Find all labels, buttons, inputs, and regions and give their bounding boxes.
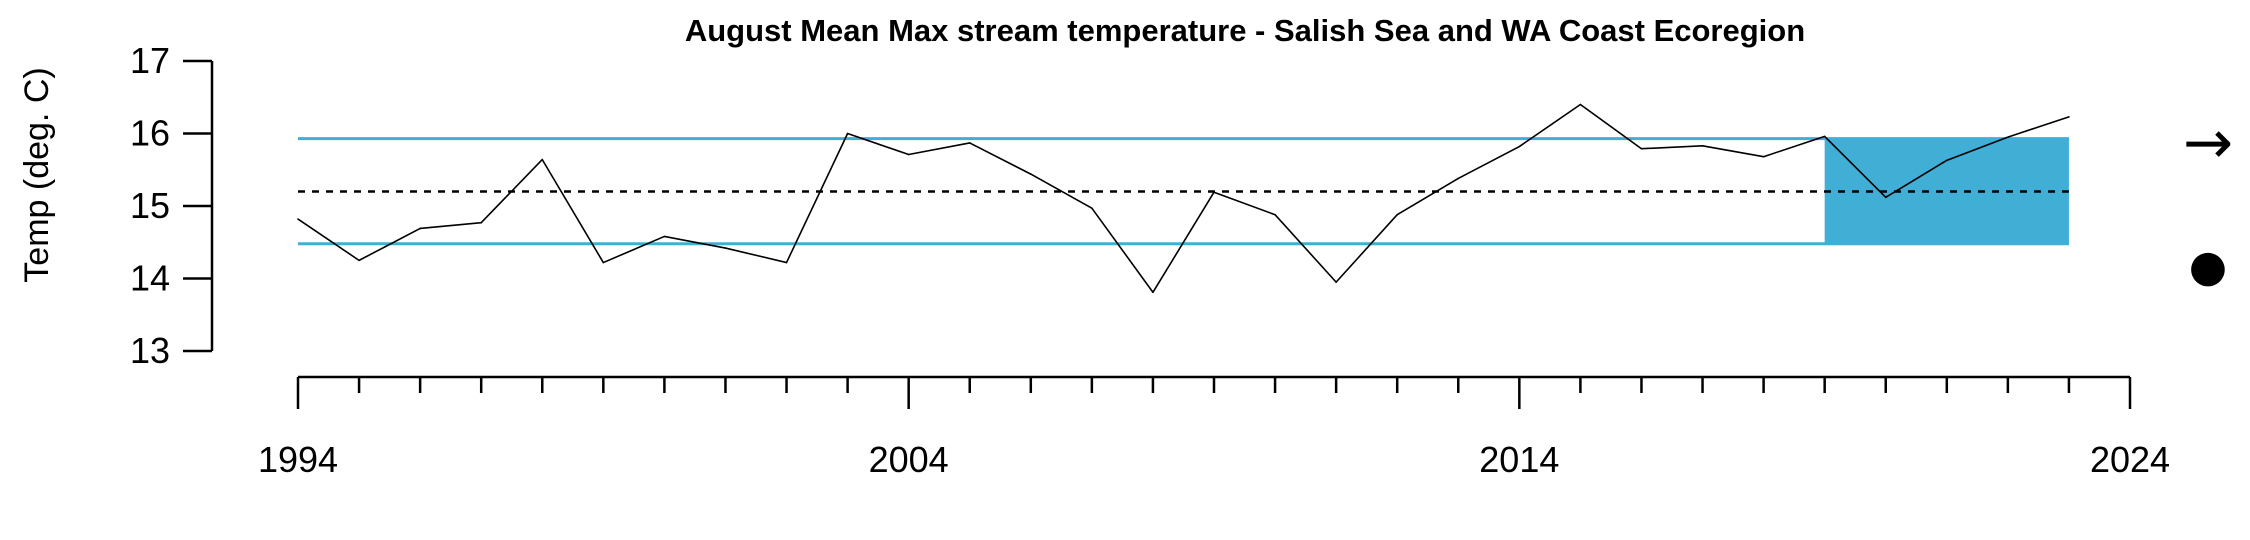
trend-arrow-icon: → bbox=[2183, 108, 2233, 178]
y-axis: 13 14 15 16 17 bbox=[130, 40, 214, 371]
data-point-2022 bbox=[2007, 136, 2009, 138]
x-tick-label-1994: 1994 bbox=[258, 439, 338, 480]
data-point-2018 bbox=[1762, 155, 1765, 158]
series-group bbox=[297, 103, 2070, 294]
y-tick-label-16: 16 bbox=[130, 113, 170, 154]
data-point-1998 bbox=[541, 158, 544, 161]
data-point-2006 bbox=[1030, 173, 1032, 175]
x-axis: 1994 2004 2014 2024 bbox=[258, 375, 2170, 480]
data-point-2002 bbox=[785, 261, 788, 264]
x-tick-label-2024: 2024 bbox=[2090, 439, 2170, 480]
data-point-2007 bbox=[1091, 207, 1093, 209]
reference-lines-group bbox=[298, 137, 2069, 246]
chart-title: August Mean Max stream temperature - Sal… bbox=[685, 13, 1805, 48]
data-point-2001 bbox=[724, 247, 727, 249]
data-point-2009 bbox=[1213, 191, 1215, 194]
data-point-2021 bbox=[1946, 159, 1948, 162]
data-point-2005 bbox=[968, 142, 971, 144]
data-point-2003 bbox=[846, 132, 849, 135]
data-point-1997 bbox=[480, 221, 483, 224]
data-point-2012 bbox=[1396, 213, 1398, 216]
data-point-2017 bbox=[1701, 145, 1704, 147]
data-point-2011 bbox=[1335, 281, 1337, 283]
data-point-2004 bbox=[907, 153, 910, 156]
data-point-1996 bbox=[419, 227, 421, 230]
data-point-1995 bbox=[358, 259, 360, 262]
data-point-2010 bbox=[1274, 213, 1276, 216]
data-point-1999 bbox=[602, 261, 605, 264]
data-point-2015 bbox=[1579, 103, 1582, 106]
data-point-2020 bbox=[1884, 196, 1887, 199]
data-point-2013 bbox=[1457, 177, 1460, 180]
y-axis-label: Temp (deg. C) bbox=[18, 67, 56, 282]
mean-status-dot-icon: ● bbox=[2189, 241, 2227, 292]
data-point-2016 bbox=[1640, 147, 1643, 150]
y-tick-label-14: 14 bbox=[130, 258, 170, 299]
recent-window-band-group bbox=[1824, 138, 2069, 244]
data-point-2023 bbox=[2068, 116, 2070, 118]
y-tick-label-13: 13 bbox=[130, 330, 170, 371]
x-tick-label-2014: 2014 bbox=[1479, 439, 1559, 480]
data-point-1994 bbox=[297, 218, 299, 220]
y-tick-label-17: 17 bbox=[130, 40, 170, 81]
recent-window-band bbox=[1824, 138, 2069, 244]
data-point-2014 bbox=[1518, 145, 1521, 148]
series-line bbox=[297, 103, 2070, 294]
data-point-2008 bbox=[1152, 291, 1154, 294]
y-tick-label-15: 15 bbox=[130, 185, 170, 226]
x-tick-label-2004: 2004 bbox=[869, 439, 949, 480]
data-point-2019 bbox=[1823, 135, 1826, 138]
data-point-2000 bbox=[663, 235, 666, 238]
